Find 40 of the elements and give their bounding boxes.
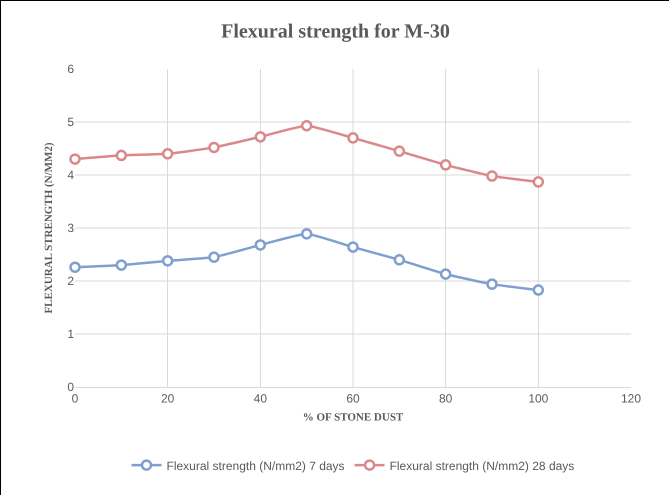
point xyxy=(69,261,81,273)
y-tick-label: 2 xyxy=(67,274,74,288)
point xyxy=(486,278,498,290)
y-axis-title: FLEXURAL STRENGTH (N/MM2) xyxy=(42,142,55,314)
point xyxy=(347,241,359,253)
point xyxy=(347,132,359,144)
legend-label: Flexural strength (N/mm2) 28 days xyxy=(390,458,574,473)
x-tick-label: 60 xyxy=(346,391,360,406)
legend-label: Flexural strength (N/mm2) 7 days xyxy=(166,458,345,473)
chart-title: Flexural strength for M-30 xyxy=(221,20,450,42)
point xyxy=(440,159,452,171)
x-axis-title: % OF STONE DUST xyxy=(302,412,404,424)
point xyxy=(486,170,498,182)
point xyxy=(162,148,174,160)
point xyxy=(394,145,406,157)
x-tick-label: 80 xyxy=(438,391,453,406)
point xyxy=(394,254,406,266)
y-tick-label: 6 xyxy=(67,62,74,76)
point xyxy=(440,268,452,280)
point xyxy=(254,239,266,251)
y-tick-label: 0 xyxy=(67,380,74,394)
x-tick-label: 40 xyxy=(254,391,268,406)
point xyxy=(208,142,220,154)
x-tick-label: 100 xyxy=(528,391,549,406)
y-tick-label: 4 xyxy=(67,168,74,182)
point xyxy=(300,120,312,132)
point xyxy=(162,255,174,267)
point xyxy=(116,259,128,271)
point xyxy=(69,153,81,165)
point xyxy=(300,228,312,240)
point xyxy=(208,251,220,263)
x-tick-label: 120 xyxy=(620,391,642,406)
point xyxy=(532,176,544,188)
y-tick-label: 5 xyxy=(67,115,74,130)
x-tick-label: 20 xyxy=(160,391,175,406)
y-tick-label: 3 xyxy=(67,221,74,236)
point xyxy=(116,150,128,162)
point xyxy=(254,131,266,143)
y-tick-label: 1 xyxy=(67,327,74,342)
point xyxy=(532,284,544,296)
